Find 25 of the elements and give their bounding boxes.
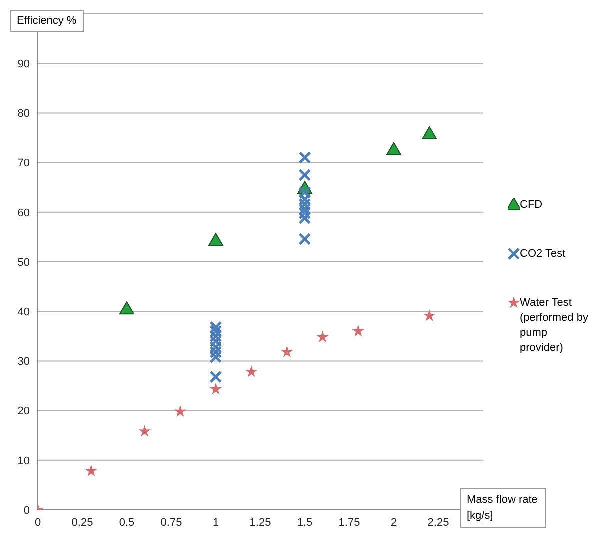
y-tick-label: 70 bbox=[18, 158, 30, 170]
legend-label: CFD bbox=[520, 198, 543, 213]
y-tick-label: 20 bbox=[18, 406, 30, 418]
y-tick-label: 80 bbox=[18, 108, 30, 120]
x-tick-label: 0.75 bbox=[160, 516, 182, 529]
y-tick-label: 60 bbox=[18, 207, 30, 220]
x-tick-label: 1.5 bbox=[297, 516, 313, 529]
x-tick-label: 1.25 bbox=[250, 516, 272, 529]
x-tick-label: 0 bbox=[34, 516, 42, 529]
y-tick-label: 0 bbox=[24, 504, 30, 517]
y-tick-label: 40 bbox=[18, 306, 30, 319]
y-tick-label: 10 bbox=[18, 455, 30, 468]
x-axis-title: Mass flow rate [kg/s] bbox=[460, 488, 546, 528]
y-tick-label: 30 bbox=[18, 356, 30, 368]
x-tick-label: 0.5 bbox=[119, 516, 135, 529]
x-tick-label: 2.25 bbox=[428, 516, 450, 529]
x-tick-label: 2 bbox=[390, 516, 398, 529]
legend-label: CO2 Test bbox=[520, 247, 566, 262]
legend-label: Water Test (performed by pump provider) bbox=[520, 296, 590, 356]
x-tick-label: 0.25 bbox=[72, 516, 94, 529]
x-tick-label: 1.75 bbox=[338, 516, 360, 529]
y-tick-label: 90 bbox=[18, 58, 30, 71]
x-tick-label: 1 bbox=[212, 516, 220, 529]
y-axis-title: Efficiency % bbox=[10, 10, 84, 32]
y-tick-label: 50 bbox=[18, 256, 30, 269]
